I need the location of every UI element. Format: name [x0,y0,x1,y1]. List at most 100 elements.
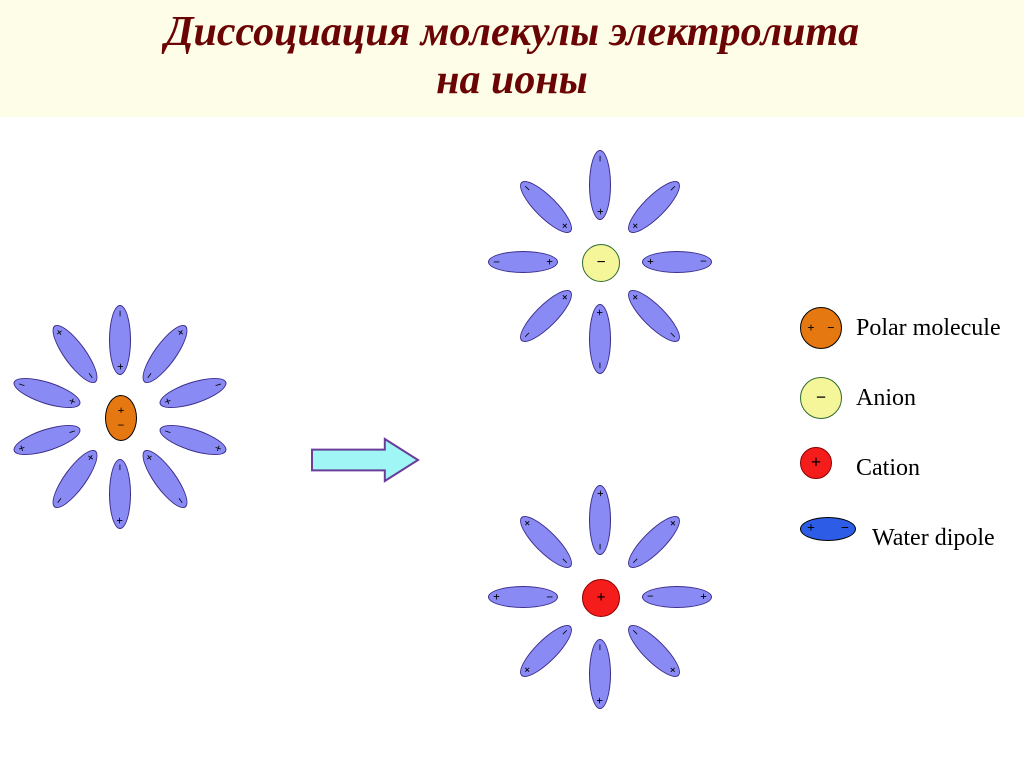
polar-minus: − [118,418,125,433]
legend-label-anion: Anion [856,385,916,412]
water-dipole-icon: −+ [157,419,230,462]
dipole-inner-sign: + [557,218,572,233]
dipole-outer-sign: − [666,327,681,342]
dipole-inner-sign: + [142,450,158,464]
legend-row-dipole: +− Water dipole [800,517,1001,561]
water-dipole-icon: −+ [589,485,611,555]
water-dipole-icon: −+ [10,419,83,462]
water-dipole-icon: −+ [136,320,195,390]
dipole-inner-sign: + [113,363,128,370]
legend-label-polar: Polar molecule [856,315,1001,342]
dipole-inner-sign: − [628,553,643,568]
dipole-outer-sign: + [519,662,534,677]
water-dipole-icon: −+ [45,320,104,390]
dipole-outer-sign: + [593,490,608,497]
legend-row-polar: +− Polar molecule [800,307,1001,351]
legend-label-dipole: Water dipole [872,525,995,552]
legend-label-cation: Cation [856,455,920,482]
dipole-outer-sign: − [113,310,128,317]
dipole-inner-sign: − [593,543,608,550]
dipole-inner-sign: − [162,424,173,440]
dipole-inner-sign: + [628,290,643,305]
water-dipole-icon: +− [10,372,83,415]
dipole-outer-sign: + [113,517,128,524]
dipole-outer-sign: + [666,662,681,677]
dipole-inner-sign: − [557,625,572,640]
water-dipole-icon: −+ [642,586,712,608]
water-dipole-icon: −+ [513,510,578,575]
water-dipole-icon: +− [622,284,687,349]
dipole-outer-sign: − [519,327,534,342]
dipole-outer-sign: − [213,376,224,392]
center-ion-icon: + [582,579,620,617]
legend: +− Polar molecule −Anion + Cation +− Water dip… [800,307,1001,587]
legend-dipole-icon: +− [800,517,860,561]
dipole-inner-sign: − [647,589,654,604]
dipole-outer-sign: + [213,440,224,456]
dipole-inner-sign: + [628,218,643,233]
dipole-inner-sign: + [546,254,553,269]
legend-row-anion: −Anion [800,377,1001,421]
dipole-outer-sign: + [666,516,681,531]
legend-row-cation: + Cation [800,447,1001,491]
legend-cation-icon: + [800,447,844,491]
water-dipole-icon: +− [589,304,611,374]
title-bar: Диссоциация молекулы электролита на ионы [0,0,1024,117]
center-ion-icon: − [582,244,620,282]
dipole-outer-sign: − [519,181,534,196]
dipole-inner-sign: − [546,589,553,604]
dipole-outer-sign: − [593,155,608,162]
dipole-outer-sign: − [493,254,500,269]
dipole-outer-sign: − [16,376,27,392]
water-dipole-icon: +− [45,444,104,514]
dipole-inner-sign: − [142,369,158,383]
dipole-inner-sign: + [162,393,173,409]
dipole-outer-sign: − [173,493,189,507]
dipole-inner-sign: + [66,393,77,409]
dipole-inner-sign: − [557,553,572,568]
water-dipole-icon: +− [642,251,712,273]
dipole-outer-sign: − [666,181,681,196]
dipole-outer-sign: + [51,326,67,340]
dipole-inner-sign: − [113,464,128,471]
water-dipole-icon: +− [513,175,578,240]
water-dipole-icon: +− [513,284,578,349]
dipole-inner-sign: − [82,369,98,383]
dipole-inner-sign: + [647,254,654,269]
dipole-inner-sign: + [557,290,572,305]
dipole-inner-sign: + [593,208,608,215]
reaction-arrow-icon [310,437,420,483]
dipole-inner-sign: + [593,309,608,316]
water-dipole-icon: +− [157,372,230,415]
water-dipole-icon: +− [488,251,558,273]
dipole-outer-sign: + [700,589,707,604]
legend-polar-icon: +− [800,307,844,351]
title-line1: Диссоциация молекулы электролита [165,9,859,55]
dipole-inner-sign: − [628,625,643,640]
dipole-inner-sign: − [66,424,77,440]
water-dipole-icon: −+ [109,459,131,529]
dipole-outer-sign: − [700,254,707,269]
dipole-outer-sign: + [493,589,500,604]
water-dipole-icon: +− [622,175,687,240]
polar-molecule-center-icon: +− [105,395,137,441]
polar-plus: + [118,403,125,418]
water-dipole-icon: +− [136,444,195,514]
dipole-outer-sign: + [519,516,534,531]
water-dipole-icon: +− [589,150,611,220]
dipole-outer-sign: − [51,493,67,507]
dipole-inner-sign: − [593,644,608,651]
water-dipole-icon: −+ [513,619,578,684]
title-line2: на ионы [436,57,588,103]
water-dipole-icon: −+ [589,639,611,709]
water-dipole-icon: +− [109,305,131,375]
dipole-outer-sign: + [593,697,608,704]
dipole-outer-sign: + [173,326,189,340]
dipole-outer-sign: − [593,362,608,369]
dipole-outer-sign: + [16,440,27,456]
diagram-area: +−−++−−++−−++−−++−−++− +−+−+−+−+−+−+−+−−… [0,117,1024,767]
dipole-inner-sign: + [82,450,98,464]
legend-anion-icon: − [800,377,844,421]
water-dipole-icon: −+ [622,619,687,684]
water-dipole-icon: −+ [622,510,687,575]
